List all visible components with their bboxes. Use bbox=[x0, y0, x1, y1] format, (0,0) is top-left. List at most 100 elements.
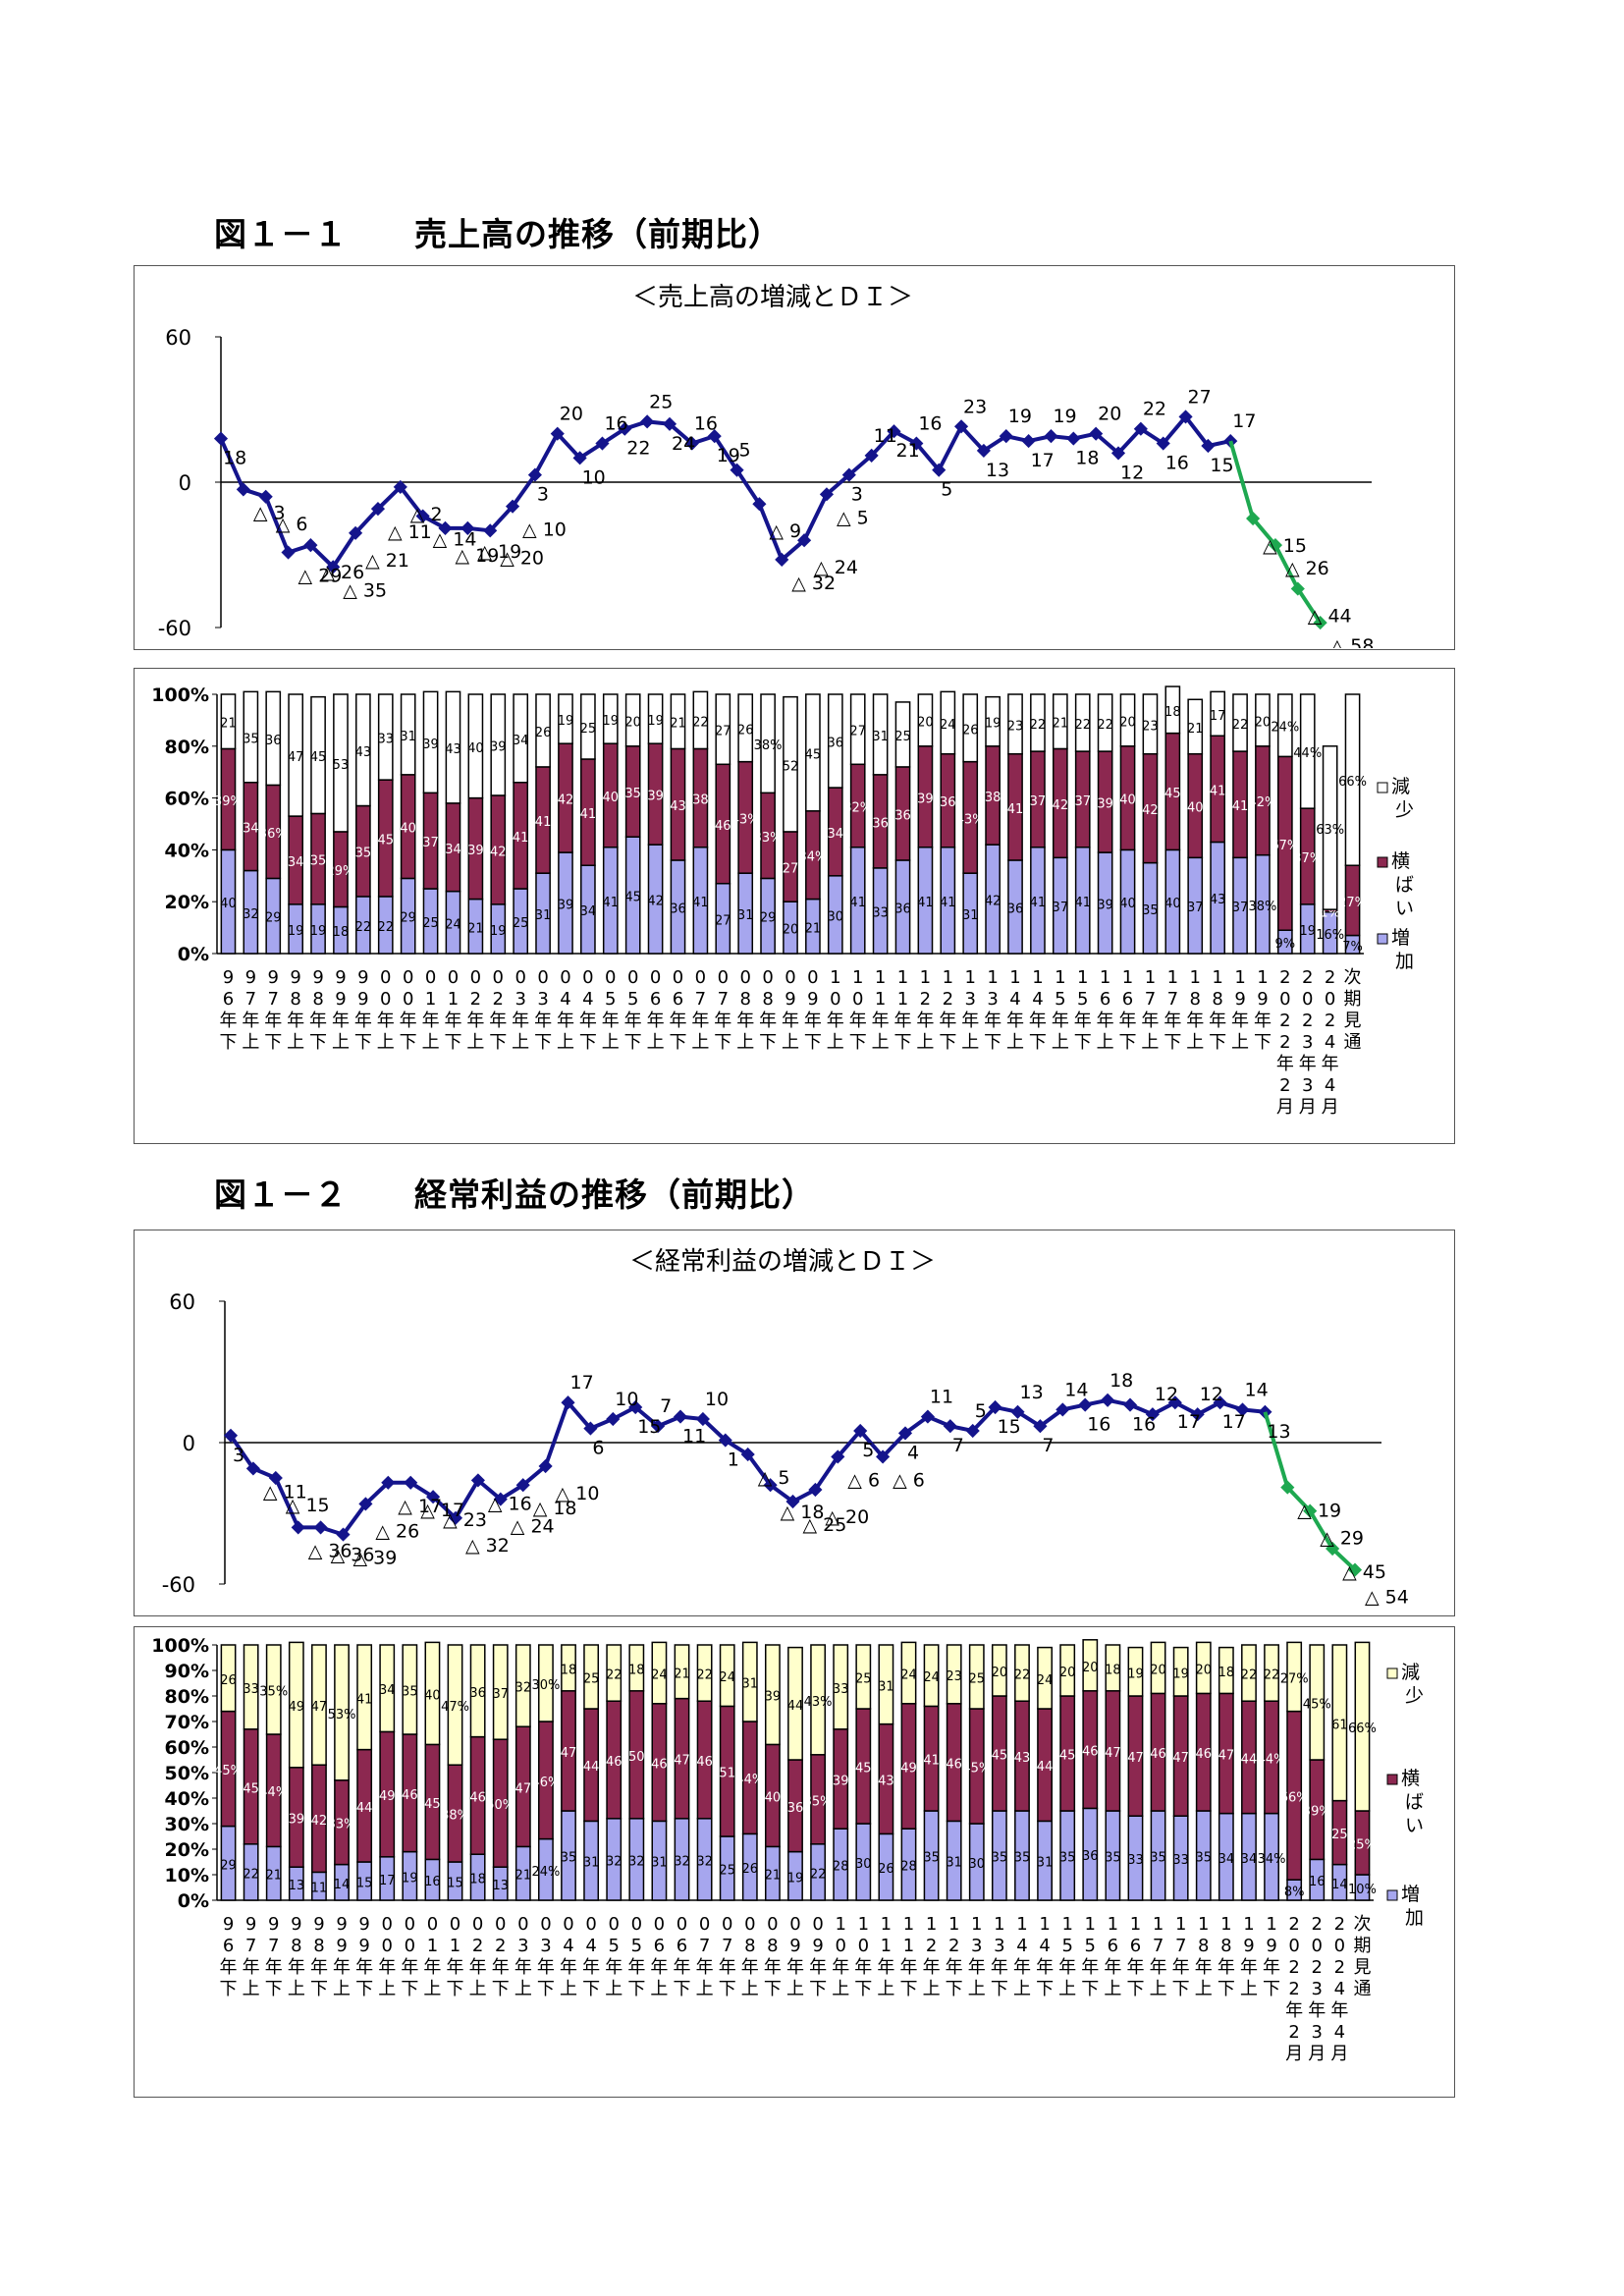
x-tick-label: 年 bbox=[984, 1011, 1001, 1031]
x-tick-label: 年 bbox=[877, 1957, 894, 1978]
x-tick-label: 8 bbox=[312, 989, 323, 1010]
x-tick-label: 0 bbox=[605, 967, 616, 988]
x-tick-label: 上 bbox=[243, 1979, 260, 1999]
x-tick-label: 下 bbox=[220, 1979, 238, 1999]
x-tick-label: 年 bbox=[422, 1011, 440, 1031]
x-tick-label: 下 bbox=[1081, 1979, 1099, 1999]
bar-data-label: 9% bbox=[1275, 937, 1296, 952]
x-tick-label: 下 bbox=[854, 1979, 872, 1999]
bar-data-label: 7% bbox=[1342, 940, 1363, 955]
x-tick-label: 年 bbox=[736, 1011, 754, 1031]
bar-data-label: 22 bbox=[1030, 718, 1047, 733]
data-point bbox=[258, 489, 273, 504]
bar-data-label: 22 bbox=[810, 1867, 827, 1882]
point-label: △ 25 bbox=[803, 1514, 847, 1536]
bar-data-label: 37 bbox=[422, 836, 439, 850]
x-tick-label: 下 bbox=[939, 1032, 956, 1053]
point-label: 11 bbox=[930, 1387, 953, 1408]
bar-data-label: 23 bbox=[1007, 719, 1024, 734]
bar-data-label: 41 bbox=[1210, 784, 1226, 798]
x-tick-label: 9 bbox=[1266, 1936, 1276, 1956]
bar-data-label: 38 bbox=[692, 793, 709, 808]
data-point bbox=[281, 545, 296, 560]
data-point bbox=[213, 431, 229, 446]
bar-data-label: 45 bbox=[1059, 1749, 1076, 1764]
bar-data-label: 24 bbox=[719, 1670, 735, 1685]
x-tick-label: 下 bbox=[1218, 1979, 1235, 1999]
point-label: 15 bbox=[1210, 455, 1233, 476]
x-tick-label: 年 bbox=[514, 1957, 532, 1978]
x-tick-label: 下 bbox=[444, 1032, 461, 1053]
x-tick-label: 下 bbox=[674, 1979, 691, 1999]
bar-data-label: 24% bbox=[1271, 721, 1299, 736]
bar-data-label: 36 bbox=[872, 816, 889, 831]
data-point bbox=[662, 416, 677, 431]
point-label: 10 bbox=[705, 1389, 729, 1410]
x-tick-label: 9 bbox=[223, 1914, 234, 1935]
x-tick-label: 年 bbox=[1081, 1957, 1099, 1978]
bar-segment bbox=[849, 693, 866, 766]
bar-data-label: 42% bbox=[1248, 795, 1276, 810]
x-tick-label: 年 bbox=[764, 1957, 782, 1978]
data-point bbox=[236, 482, 250, 497]
chart-title: ＜経常利益の増減とＤＩ＞ bbox=[629, 1247, 936, 1277]
bar-data-label: 22 bbox=[1241, 1668, 1258, 1683]
x-tick-label: 上 bbox=[786, 1979, 804, 1999]
bar-data-label: 44 bbox=[1241, 1752, 1258, 1767]
bar-data-label: 36 bbox=[828, 737, 844, 751]
x-tick-label: 7 bbox=[245, 1936, 256, 1956]
x-tick-label: 3 bbox=[994, 1936, 1004, 1956]
x-tick-label: 年 bbox=[605, 1957, 623, 1978]
x-tick-label: 年 bbox=[1218, 1957, 1235, 1978]
bar-data-label: 50% bbox=[486, 1798, 514, 1813]
bar-data-label: 20 bbox=[1059, 1666, 1076, 1680]
point-label: △ 18 bbox=[533, 1498, 577, 1519]
x-tick-label: 月 bbox=[1330, 2044, 1348, 2064]
x-tick-label: 年 bbox=[714, 1011, 731, 1031]
point-label: 12 bbox=[1120, 462, 1144, 483]
data-point bbox=[1066, 431, 1081, 446]
line-chart-panel-1: ＜売上高の増減とＤＩ＞ 60 0 -60 18 △ 3 △ 6 △ 29 △ 26 △ 35 △ 2… bbox=[134, 265, 1455, 657]
x-tick-label: 2 bbox=[920, 989, 931, 1010]
x-tick-label: 上 bbox=[469, 1979, 487, 1999]
point-label: 11 bbox=[874, 425, 897, 447]
x-tick-label: 下 bbox=[1074, 1032, 1092, 1053]
bar-data-label: 32 bbox=[243, 907, 259, 922]
actual-series-line bbox=[219, 413, 1231, 571]
x-tick-label: 下 bbox=[849, 1032, 867, 1053]
bar-data-label: 30 bbox=[969, 1857, 986, 1872]
bar-data-label: 43% bbox=[731, 812, 760, 827]
bar-data-label: 19 bbox=[647, 714, 664, 729]
data-point bbox=[988, 1399, 1002, 1415]
bar-data-label: 33 bbox=[1172, 1853, 1189, 1868]
bar-segment bbox=[1142, 693, 1159, 755]
bar-data-label: 53 bbox=[333, 758, 350, 773]
point-label: 12 bbox=[1155, 1384, 1178, 1405]
x-tick-label: 3 bbox=[964, 989, 975, 1010]
bar-segment bbox=[1014, 1644, 1030, 1702]
point-label: 5 bbox=[739, 440, 751, 462]
bar-data-label: 30% bbox=[531, 1678, 560, 1693]
x-tick-label: 上 bbox=[1141, 1032, 1159, 1053]
x-tick-label: 1 bbox=[903, 1936, 914, 1956]
point-label: △ 14 bbox=[433, 529, 477, 551]
data-point bbox=[730, 463, 744, 477]
bar-data-label: 24 bbox=[1037, 1673, 1054, 1688]
bar-data-label: 41 bbox=[940, 896, 956, 910]
bar-segment bbox=[422, 690, 439, 794]
bar-data-label: 47 bbox=[1127, 1751, 1144, 1766]
point-label: 15 bbox=[998, 1416, 1021, 1438]
bar-data-label: 33 bbox=[833, 1682, 849, 1697]
bar-segment bbox=[513, 693, 529, 784]
bar-segment bbox=[1097, 693, 1113, 752]
legend-label: 横 bbox=[1401, 1768, 1420, 1789]
bar-data-label: 45 bbox=[377, 834, 394, 848]
x-tick-label: 下 bbox=[264, 1032, 282, 1053]
bar-data-label: 24% bbox=[531, 1865, 560, 1880]
x-tick-label: 1 bbox=[1061, 1914, 1072, 1935]
bar-data-label: 46 bbox=[696, 1755, 713, 1770]
data-point bbox=[1223, 433, 1238, 449]
bar-segment bbox=[923, 1644, 940, 1708]
x-tick-label: 4 bbox=[1334, 1979, 1345, 1999]
bar-segment bbox=[1218, 1646, 1234, 1695]
